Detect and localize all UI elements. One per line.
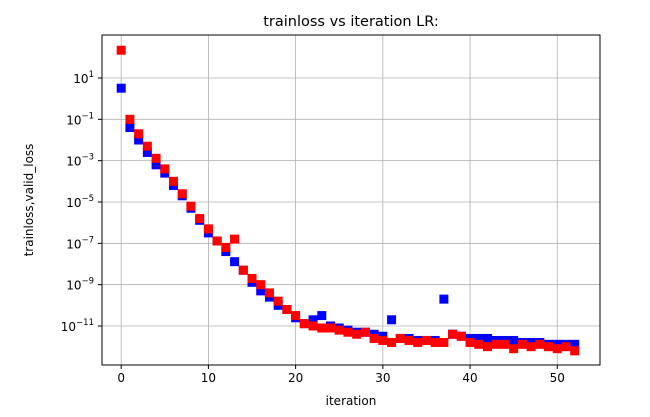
red-point-27 <box>352 329 362 339</box>
red-point-40 <box>465 337 475 347</box>
red-point-18 <box>273 296 283 306</box>
y-tick-label: 10−3 <box>66 153 94 169</box>
blue-point-16 <box>256 286 266 296</box>
y-tick-label: 10−11 <box>61 318 94 334</box>
red-point-19 <box>282 304 292 314</box>
red-point-29 <box>369 333 379 343</box>
blue-point-52 <box>570 339 580 349</box>
red-point-28 <box>360 327 370 337</box>
red-point-23 <box>317 323 327 333</box>
red-point-34 <box>413 337 423 347</box>
red-point-30 <box>378 335 388 345</box>
red-point-24 <box>326 323 336 333</box>
red-point-3 <box>142 141 152 151</box>
red-point-51 <box>561 342 571 352</box>
red-point-21 <box>299 319 309 329</box>
red-point-25 <box>334 325 344 335</box>
red-point-14 <box>238 265 248 275</box>
red-point-44 <box>500 339 510 349</box>
red-point-20 <box>291 311 301 321</box>
red-point-2 <box>134 129 144 139</box>
red-point-31 <box>387 337 397 347</box>
red-point-6 <box>169 176 179 186</box>
y-tick-label: 10−7 <box>66 235 94 251</box>
red-point-48 <box>535 339 545 349</box>
grid <box>102 35 600 365</box>
y-tick-label: 101 <box>73 70 94 86</box>
red-point-16 <box>256 280 266 290</box>
red-point-17 <box>264 288 274 298</box>
y-ticks: 101 10−1 10−3 10−5 10−7 10−9 10−11 <box>61 70 102 334</box>
x-tick-label: 0 <box>117 371 125 385</box>
blue-point-0 <box>116 83 126 93</box>
x-tick-label: 50 <box>550 371 565 385</box>
red-point-26 <box>343 327 353 337</box>
blue-point-31 <box>387 315 397 325</box>
blue-point-41 <box>474 333 484 343</box>
red-point-38 <box>448 329 458 339</box>
red-point-45 <box>509 344 519 354</box>
red-point-5 <box>160 164 170 174</box>
y-tick-label: 10−1 <box>66 111 94 127</box>
red-point-46 <box>517 339 527 349</box>
red-point-13 <box>230 234 240 244</box>
x-axis-label: iteration <box>326 394 377 408</box>
data-points <box>116 45 580 356</box>
red-point-7 <box>177 189 187 199</box>
red-point-11 <box>212 236 222 246</box>
red-point-52 <box>570 346 580 356</box>
x-tick-label: 20 <box>288 371 303 385</box>
blue-point-2 <box>134 135 144 145</box>
blue-point-23 <box>317 311 327 321</box>
red-point-0 <box>116 45 126 55</box>
red-point-36 <box>430 337 440 347</box>
y-tick-label: 10−9 <box>66 277 94 293</box>
red-point-4 <box>151 153 161 163</box>
x-tick-label: 10 <box>201 371 216 385</box>
red-point-47 <box>526 342 536 352</box>
blue-point-13 <box>230 257 240 267</box>
red-point-8 <box>186 201 196 211</box>
red-point-1 <box>125 114 135 124</box>
plot-frame <box>101 34 601 366</box>
chart-title: trainloss vs iteration LR: <box>263 14 439 30</box>
y-tick-label: 10−5 <box>66 194 94 210</box>
red-point-9 <box>195 213 205 223</box>
y-axis-label: trainloss,valid_loss <box>22 144 36 257</box>
red-point-42 <box>482 342 492 352</box>
blue-point-45 <box>509 335 519 345</box>
red-point-10 <box>203 224 213 234</box>
red-point-33 <box>404 335 414 345</box>
x-tick-label: 30 <box>375 371 390 385</box>
red-point-32 <box>395 333 405 343</box>
red-point-41 <box>474 339 484 349</box>
red-point-39 <box>456 331 466 341</box>
red-point-35 <box>421 335 431 345</box>
red-point-43 <box>491 339 501 349</box>
red-point-50 <box>552 344 562 354</box>
red-point-15 <box>247 273 257 283</box>
blue-point-22 <box>308 315 318 325</box>
x-tick-label: 40 <box>462 371 477 385</box>
blue-point-4 <box>151 160 161 170</box>
red-point-12 <box>221 242 231 252</box>
red-point-22 <box>308 321 318 331</box>
red-point-37 <box>439 337 449 347</box>
blue-point-3 <box>142 147 152 157</box>
blue-point-1 <box>125 123 135 133</box>
blue-point-42 <box>482 333 492 343</box>
red-point-49 <box>544 342 554 352</box>
blue-point-37 <box>439 294 449 304</box>
x-ticks: 0 10 20 30 40 50 <box>117 365 565 385</box>
